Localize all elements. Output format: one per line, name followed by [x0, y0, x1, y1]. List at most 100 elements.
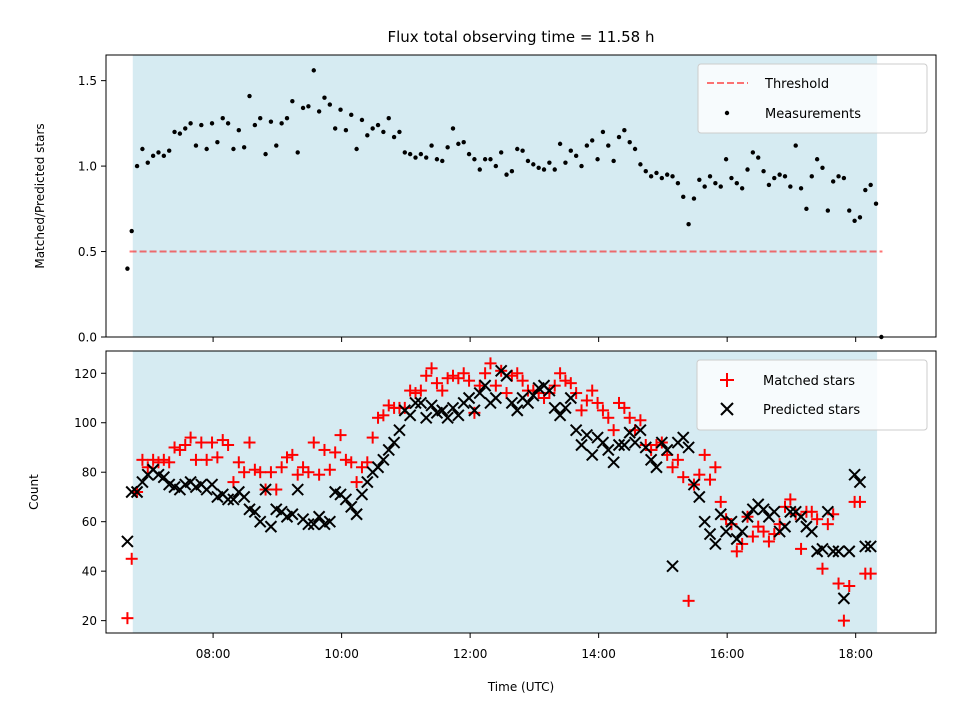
measurement-point [284, 116, 290, 121]
predicted-point [157, 470, 171, 484]
predicted-point [121, 535, 134, 548]
predicted-point [505, 396, 519, 410]
measurement-point [734, 180, 739, 186]
matched-point [832, 577, 845, 590]
predicted-point [735, 525, 749, 538]
matched-point [339, 453, 352, 466]
measurement-point [370, 126, 375, 131]
measurement-point [697, 177, 702, 182]
matched-point [163, 456, 176, 469]
predicted-point [832, 545, 845, 558]
measurement-point [456, 141, 461, 147]
matched-point [468, 406, 481, 419]
measurement-point [841, 175, 847, 181]
measurement-point [536, 165, 541, 170]
predicted-point [837, 592, 851, 605]
matched-point [121, 612, 134, 625]
matched-point [602, 411, 615, 424]
bottom-x-tick-label: 14:00 [581, 647, 616, 661]
measurement-point [349, 112, 354, 118]
matched-point [409, 387, 422, 400]
matched-point [270, 483, 283, 496]
measurement-point [172, 129, 177, 135]
measurement-point [300, 105, 306, 111]
measurement-point [381, 129, 386, 135]
predicted-point [130, 485, 144, 499]
predicted-point [768, 505, 781, 518]
measurement-point [306, 104, 311, 109]
measurement-point [236, 128, 241, 133]
measurement-point [247, 93, 252, 99]
measurement-point [643, 169, 648, 174]
measurement-point [547, 160, 552, 165]
matched-point [484, 357, 497, 370]
predicted-point [291, 483, 304, 496]
predicted-points [121, 364, 877, 605]
predicted-point [136, 475, 149, 489]
measurement-point [450, 126, 456, 131]
matched-point [596, 404, 609, 417]
measurement-point [654, 170, 659, 176]
predicted-point [441, 411, 454, 424]
matched-point [430, 377, 443, 390]
measurement-point [670, 174, 675, 179]
predicted-point [639, 441, 652, 454]
measurement-point [707, 174, 713, 179]
measurement-point [231, 146, 236, 152]
matched-point [372, 411, 385, 424]
matched-point [280, 451, 293, 464]
measurement-point [745, 167, 750, 172]
predicted-point [580, 428, 594, 442]
matched-point [243, 436, 256, 449]
measurement-point [686, 222, 691, 227]
measurement-point [322, 95, 327, 100]
matched-point [254, 466, 267, 479]
measurement-point [504, 172, 509, 177]
predicted-point [725, 515, 738, 528]
measurement-point [445, 145, 450, 150]
measurement-point [702, 184, 707, 189]
predicted-point [462, 391, 476, 405]
matched-point [200, 453, 213, 466]
matched-point [821, 518, 834, 531]
matched-point [152, 456, 165, 469]
matched-point [853, 495, 866, 508]
matched-point [446, 369, 459, 382]
predicted-point [553, 409, 567, 422]
measurement-point [600, 129, 606, 135]
predicted-point [848, 468, 861, 481]
measurement-point [648, 174, 654, 179]
matched-point [479, 367, 492, 380]
matched-point [564, 377, 577, 390]
measurement-point [729, 175, 734, 181]
measurement-point [290, 98, 295, 104]
predicted-point [628, 436, 642, 449]
predicted-point [307, 517, 320, 531]
top-legend-box [697, 63, 928, 134]
predicted-point [339, 493, 353, 506]
predicted-point [843, 545, 856, 558]
measurement-point [472, 157, 477, 162]
measurement-point [188, 121, 193, 126]
top-x-ticks [212, 337, 857, 342]
measurement-point [557, 141, 563, 147]
matched-point [762, 535, 775, 548]
measurement-point [595, 157, 600, 162]
measurement-point [552, 167, 557, 172]
predicted-point [687, 478, 701, 491]
predicted-point [602, 443, 615, 457]
predicted-point [559, 401, 572, 415]
predicted-point [730, 532, 744, 546]
matched-point [398, 401, 411, 414]
predicted-point [377, 453, 390, 467]
measurement-point [766, 182, 772, 188]
measurement-point [156, 150, 161, 155]
top-y-axis-label: Matched/Predicted stars [33, 123, 47, 268]
measurement-point [782, 174, 788, 179]
matched-point [302, 466, 315, 479]
predicted-point [821, 505, 835, 518]
matched-point [147, 453, 160, 466]
matched-point [136, 453, 149, 466]
predicted-point [618, 438, 631, 452]
